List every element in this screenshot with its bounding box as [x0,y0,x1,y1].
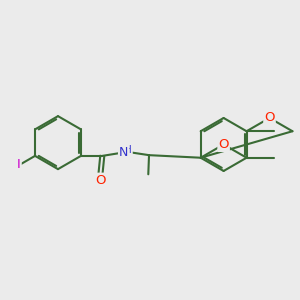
Text: I: I [17,158,21,171]
Text: O: O [264,112,275,124]
Text: N: N [119,146,128,159]
Text: O: O [95,174,106,187]
Text: O: O [218,138,229,151]
Text: H: H [124,145,132,154]
